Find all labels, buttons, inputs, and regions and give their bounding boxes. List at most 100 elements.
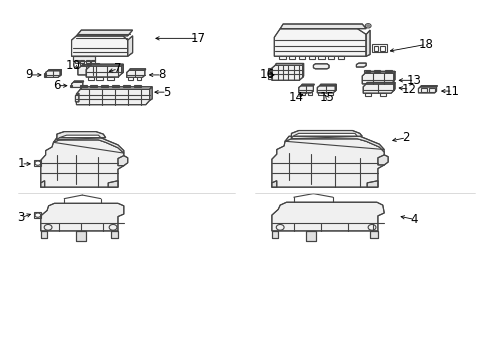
Bar [34, 212, 41, 219]
Bar [44, 75, 46, 77]
Polygon shape [363, 84, 394, 93]
Polygon shape [80, 87, 152, 89]
Bar [374, 70, 380, 72]
Polygon shape [86, 66, 122, 77]
Bar [87, 63, 92, 65]
Polygon shape [367, 181, 378, 187]
Polygon shape [274, 29, 366, 56]
Polygon shape [320, 84, 336, 86]
Bar [269, 74, 272, 76]
Text: 18: 18 [418, 38, 433, 51]
Bar [137, 77, 142, 80]
Polygon shape [41, 203, 124, 231]
Polygon shape [362, 73, 394, 84]
Text: 10: 10 [66, 59, 80, 72]
Bar [101, 85, 108, 87]
Text: 16: 16 [260, 68, 274, 81]
Bar [308, 93, 313, 95]
Polygon shape [41, 231, 47, 238]
Text: 4: 4 [411, 213, 418, 226]
Polygon shape [75, 93, 79, 102]
Polygon shape [394, 82, 395, 90]
Polygon shape [272, 139, 384, 187]
Polygon shape [303, 63, 304, 77]
Bar [300, 93, 305, 95]
Polygon shape [272, 231, 278, 238]
Bar [34, 160, 41, 166]
Polygon shape [272, 202, 384, 231]
Bar [88, 77, 94, 80]
Polygon shape [74, 81, 84, 82]
Polygon shape [292, 131, 362, 139]
Circle shape [367, 25, 369, 27]
Bar [318, 93, 324, 95]
Bar [373, 46, 378, 50]
Polygon shape [272, 65, 303, 80]
Polygon shape [318, 86, 335, 93]
Polygon shape [76, 89, 150, 105]
Text: 17: 17 [191, 32, 206, 45]
Bar [318, 56, 325, 59]
Bar [91, 60, 95, 63]
Bar [421, 88, 427, 92]
Polygon shape [57, 132, 106, 140]
Polygon shape [76, 30, 133, 36]
Polygon shape [301, 84, 315, 86]
Polygon shape [41, 181, 45, 187]
Bar [107, 77, 114, 80]
Polygon shape [285, 136, 384, 152]
Polygon shape [118, 156, 128, 166]
Bar [328, 93, 333, 95]
Bar [80, 60, 84, 63]
Polygon shape [78, 66, 99, 75]
Bar [73, 56, 95, 60]
Polygon shape [111, 231, 118, 238]
Polygon shape [127, 70, 145, 77]
Polygon shape [41, 140, 124, 187]
Text: 7: 7 [114, 62, 122, 75]
Bar [385, 70, 392, 72]
Bar [309, 56, 315, 59]
Polygon shape [72, 36, 128, 56]
Polygon shape [90, 64, 123, 66]
Polygon shape [280, 24, 366, 29]
Bar [70, 85, 72, 87]
Bar [365, 93, 370, 96]
Bar [364, 70, 370, 72]
Bar [128, 77, 133, 80]
Bar [95, 63, 99, 65]
Polygon shape [60, 69, 61, 76]
Bar [97, 77, 103, 80]
Polygon shape [394, 71, 395, 81]
Bar [269, 71, 272, 73]
Polygon shape [365, 71, 395, 73]
Text: 13: 13 [407, 74, 422, 87]
Polygon shape [122, 64, 123, 73]
Bar [279, 56, 286, 59]
Polygon shape [366, 82, 395, 84]
Text: 3: 3 [18, 211, 25, 224]
Polygon shape [48, 69, 61, 71]
Polygon shape [418, 87, 437, 93]
Bar [134, 85, 141, 87]
Bar [338, 56, 344, 59]
Polygon shape [76, 231, 86, 241]
Bar [372, 44, 387, 51]
Polygon shape [81, 64, 101, 66]
Bar [73, 56, 95, 60]
Bar [380, 93, 386, 96]
Text: 8: 8 [158, 68, 166, 81]
Bar [112, 85, 119, 87]
Bar [429, 88, 435, 92]
Polygon shape [72, 82, 83, 87]
Text: 6: 6 [53, 79, 61, 92]
Bar [123, 85, 130, 87]
Bar [269, 68, 272, 70]
Polygon shape [314, 64, 329, 69]
Bar [80, 85, 87, 87]
Polygon shape [335, 84, 336, 91]
Polygon shape [275, 63, 304, 65]
Text: 9: 9 [25, 68, 33, 81]
Polygon shape [356, 63, 366, 67]
Polygon shape [129, 69, 146, 70]
